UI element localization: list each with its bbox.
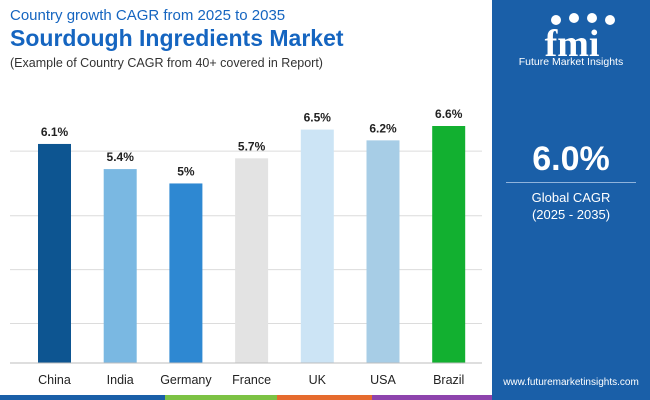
- logo-dot-icon: [551, 15, 561, 25]
- tick-label-usa: USA: [370, 373, 396, 387]
- chart-header: Country growth CAGR from 2025 to 2035 So…: [0, 0, 492, 82]
- chart-subtitle: Country growth CAGR from 2025 to 2035: [10, 7, 286, 24]
- side-panel: fmi Future Market Insights 6.0% Global C…: [492, 0, 650, 400]
- fmi-logo: fmi: [545, 13, 615, 60]
- logo-dot-icon: [569, 13, 579, 23]
- value-label-france: 5.7%: [238, 139, 266, 153]
- chart-note: (Example of Country CAGR from 40+ covere…: [10, 56, 323, 70]
- bottom-bar-segment: [277, 395, 372, 400]
- brand-name: Future Market Insights: [518, 56, 624, 68]
- tick-label-india: India: [107, 373, 134, 387]
- logo-dot-icon: [605, 15, 615, 25]
- logo-dot-icon: [587, 13, 597, 23]
- chart-title: Sourdough Ingredients Market: [10, 25, 344, 51]
- bar-france: [235, 158, 269, 363]
- bar-china: [38, 143, 71, 363]
- bar-brazil: [432, 126, 466, 363]
- bar-uk: [300, 129, 334, 363]
- tick-label-france: France: [232, 373, 271, 387]
- bottom-bar-segment: [372, 395, 492, 400]
- bottom-color-bar: [0, 395, 492, 400]
- value-label-china: 6.1%: [41, 125, 69, 139]
- tick-label-germany: Germany: [160, 373, 212, 387]
- value-label-uk: 6.5%: [304, 111, 332, 125]
- bar-chart: 6.1% 5.4% 5% 5.7% 6.5% 6.2% 6.6% China India Ger…: [10, 107, 482, 387]
- value-labels: 6.1% 5.4% 5% 5.7% 6.5% 6.2% 6.6%: [41, 107, 463, 178]
- bottom-bar-segment: [0, 395, 165, 400]
- bottom-bar-segment: [165, 395, 277, 400]
- value-label-usa: 6.2%: [369, 121, 397, 135]
- bar-india: [103, 169, 137, 363]
- cagr-divider: [506, 182, 636, 183]
- logo-text: fmi: [545, 23, 600, 60]
- bars: [38, 126, 466, 363]
- bar-germany: [169, 183, 203, 363]
- global-cagr-label: Global CAGR: [531, 190, 611, 205]
- tick-label-china: China: [38, 373, 71, 387]
- website-link[interactable]: www.futuremarketinsights.com: [503, 377, 639, 388]
- global-cagr-period: (2025 - 2035): [531, 207, 611, 222]
- x-tick-labels: China India Germany France UK USA Brazil: [38, 373, 464, 387]
- value-label-brazil: 6.6%: [435, 107, 463, 121]
- global-cagr-value: 6.0%: [532, 140, 610, 178]
- tick-label-brazil: Brazil: [433, 373, 464, 387]
- bar-usa: [366, 140, 400, 363]
- tick-label-uk: UK: [309, 373, 327, 387]
- value-label-germany: 5%: [177, 164, 195, 178]
- value-label-india: 5.4%: [107, 150, 135, 164]
